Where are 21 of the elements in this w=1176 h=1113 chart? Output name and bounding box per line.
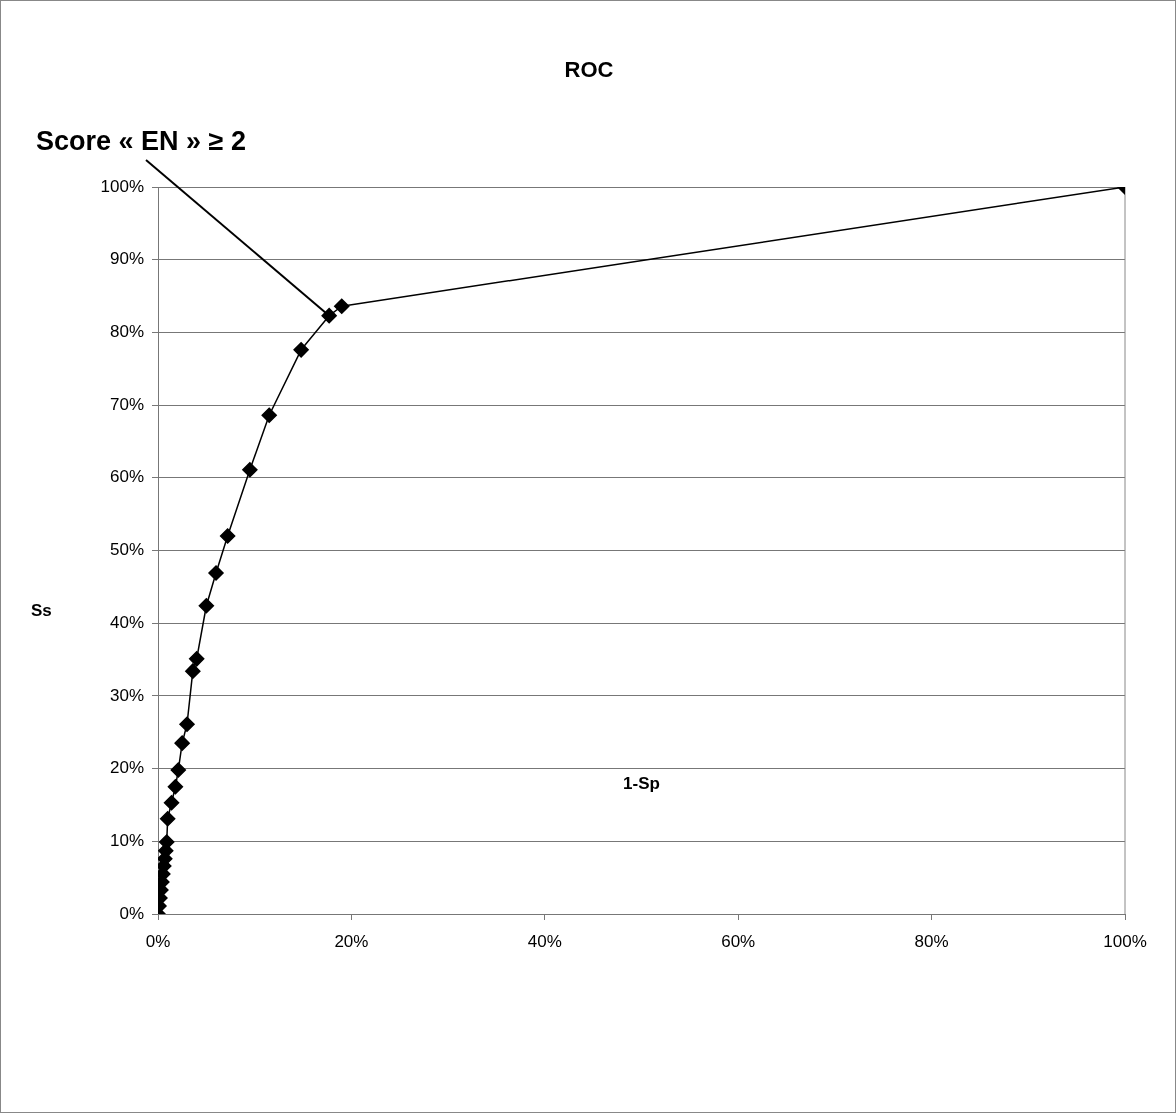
annotation: Score « EN » ≥ 2: [36, 126, 246, 157]
y-tick-label: 30%: [109, 685, 144, 705]
y-tick-label: 40%: [109, 612, 144, 632]
y-tick-label: 20%: [109, 758, 144, 778]
y-tick-label: 90%: [109, 249, 144, 269]
y-tick-label: 80%: [109, 322, 144, 342]
x-tick-label: 100%: [1103, 931, 1147, 951]
y-tick-label: 10%: [109, 830, 144, 850]
x-tick-label: 60%: [721, 931, 756, 951]
x-axis-title: 1-Sp: [622, 774, 661, 794]
x-tick-label: 80%: [914, 931, 949, 951]
y-tick-label: 70%: [109, 394, 144, 414]
y-tick-label: 50%: [109, 540, 144, 560]
x-tick-label: 0%: [145, 931, 171, 951]
y-axis-title: Ss: [31, 601, 52, 621]
y-tick-label: 100%: [100, 176, 144, 196]
y-tick-label: 60%: [109, 467, 144, 487]
x-tick-label: 20%: [334, 931, 369, 951]
chart-title: ROC: [563, 57, 615, 83]
x-tick-label: 40%: [527, 931, 562, 951]
y-tick-label: 0%: [119, 903, 144, 923]
